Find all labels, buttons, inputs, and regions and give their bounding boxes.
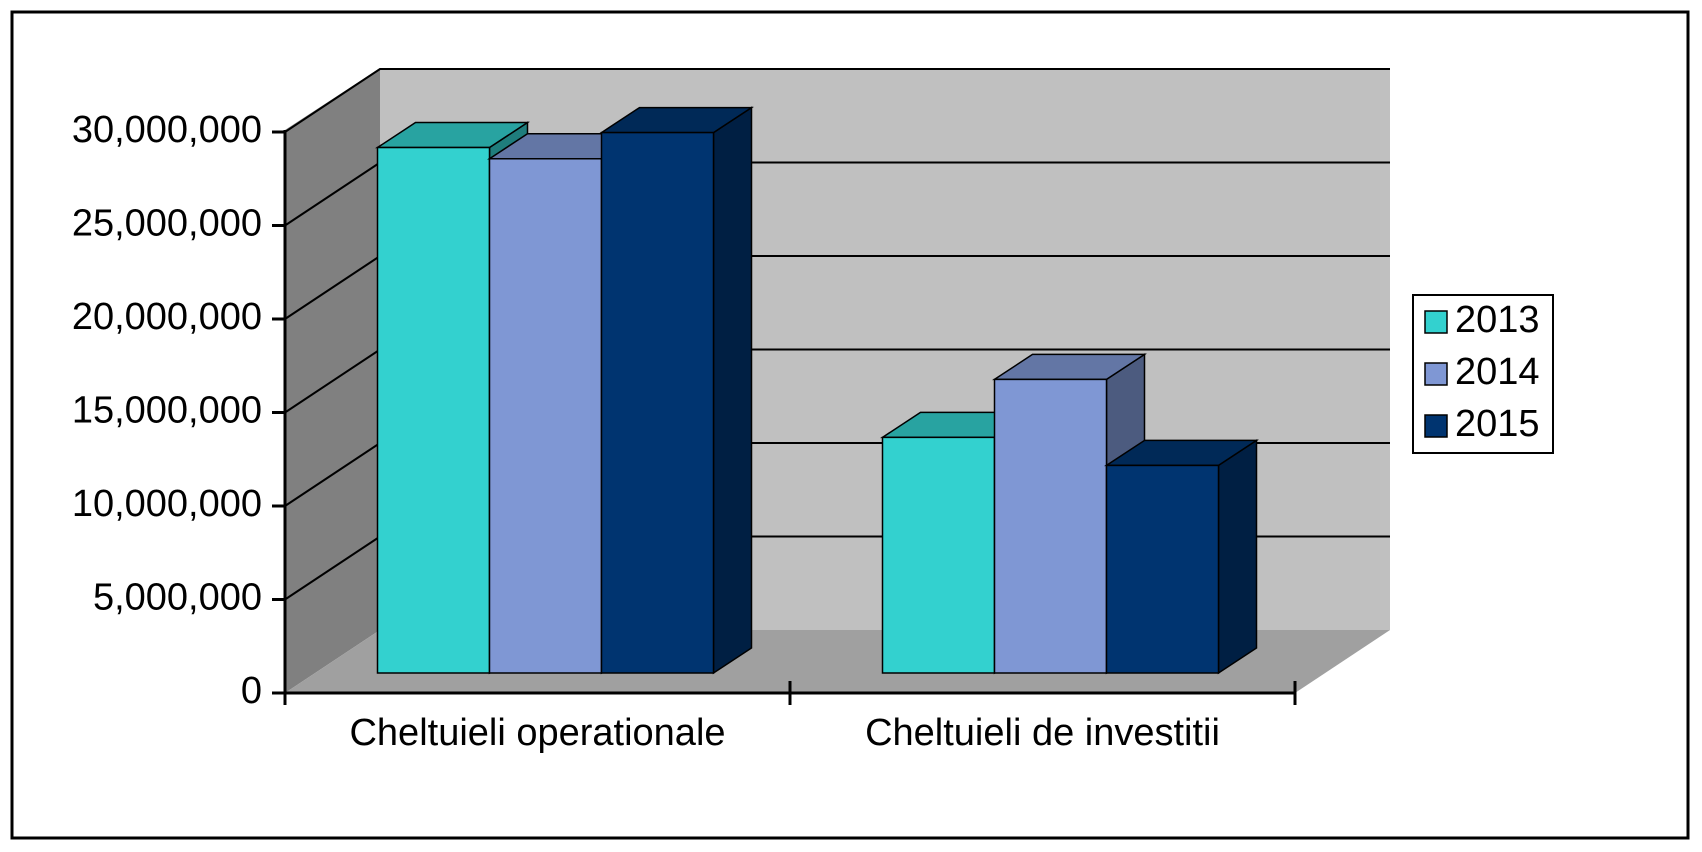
y-tick-label: 20,000,000 xyxy=(72,296,262,338)
legend-label: 2013 xyxy=(1455,299,1540,341)
x-tick-label: Cheltuieli operationale xyxy=(349,712,725,754)
y-tick-label: 10,000,000 xyxy=(72,483,262,525)
bar xyxy=(488,158,603,674)
legend-label: 2015 xyxy=(1455,403,1540,445)
grid-line xyxy=(284,68,1390,133)
bar-side xyxy=(1217,439,1258,675)
y-tick-label: 0 xyxy=(241,670,262,712)
legend-swatch xyxy=(1424,362,1448,386)
legend-swatch xyxy=(1424,414,1448,438)
bar xyxy=(1105,464,1220,674)
y-tick-label: 30,000,000 xyxy=(72,109,262,151)
bar xyxy=(376,146,491,674)
bar xyxy=(881,436,996,674)
legend-swatch xyxy=(1424,310,1448,334)
legend-label: 2014 xyxy=(1455,351,1540,393)
x-tick-label: Cheltuieli de investitii xyxy=(865,712,1220,754)
y-tick-label: 5,000,000 xyxy=(93,577,262,619)
y-tick-label: 15,000,000 xyxy=(72,390,262,432)
bar xyxy=(600,131,715,674)
bar xyxy=(993,378,1108,674)
y-tick-label: 25,000,000 xyxy=(72,203,262,245)
bar-side xyxy=(712,106,753,675)
